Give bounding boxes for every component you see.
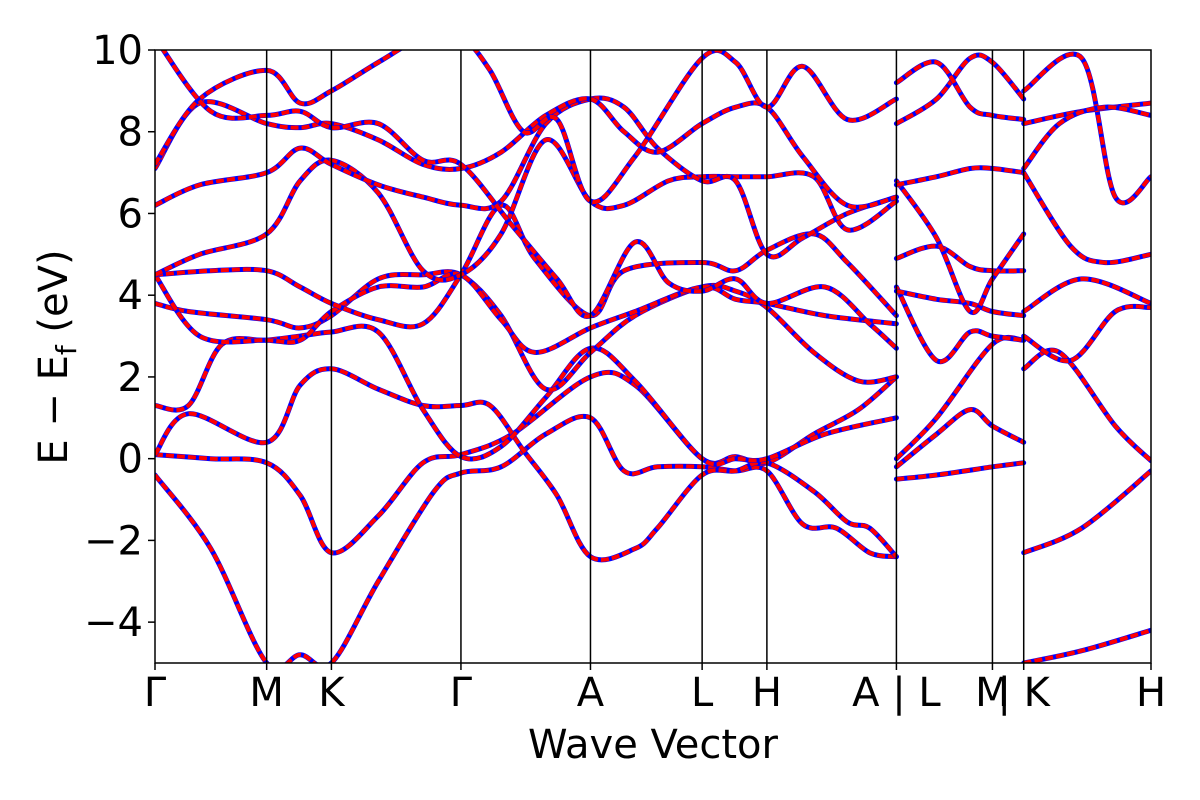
band-line-fit bbox=[895, 165, 1024, 187]
band-line-dft bbox=[1021, 303, 1151, 364]
band-lines bbox=[155, 50, 1151, 663]
band-line-fit bbox=[894, 335, 1024, 461]
band-line bbox=[893, 59, 1027, 122]
x-axis-title: Wave Vector bbox=[528, 722, 779, 768]
band-line-fit bbox=[895, 52, 1026, 126]
y-tick-label: 4 bbox=[118, 273, 143, 319]
x-tick-label: Γ bbox=[450, 670, 473, 716]
band-line-fit bbox=[1022, 304, 1151, 363]
y-axis-title: E − Ef (eV) bbox=[31, 249, 83, 464]
band-line-dft bbox=[893, 284, 1027, 365]
y-axis-ticks: −4 −2 0 2 4 6 8 10 bbox=[84, 28, 155, 646]
band-line bbox=[1021, 104, 1151, 171]
band-line bbox=[893, 284, 1027, 365]
band-line-dft bbox=[1021, 100, 1151, 127]
band-line bbox=[155, 413, 899, 663]
band-line-fit bbox=[1022, 276, 1151, 314]
band-line-fit bbox=[1023, 628, 1151, 663]
band-line bbox=[893, 407, 1027, 470]
band-line-fit bbox=[896, 460, 1024, 482]
x-tick-label: A | L bbox=[852, 670, 941, 716]
band-line-fit bbox=[894, 179, 1026, 315]
band-line-dft bbox=[893, 460, 1027, 482]
band-line-fit bbox=[1022, 348, 1151, 463]
x-tick-label: K bbox=[318, 670, 346, 716]
band-line bbox=[1021, 468, 1151, 556]
plot-frame bbox=[154, 49, 1152, 664]
band-line-dft bbox=[1021, 170, 1151, 266]
y-tick-label: 8 bbox=[118, 110, 143, 156]
band-line-dft bbox=[1021, 51, 1151, 206]
x-tick-label: | K bbox=[997, 670, 1051, 716]
band-line-fit bbox=[155, 414, 897, 663]
y-tick-label: 2 bbox=[118, 355, 143, 401]
y-tick-label: 10 bbox=[92, 28, 143, 74]
band-line bbox=[893, 288, 1027, 319]
x-tick-label: M bbox=[975, 670, 1010, 716]
band-line-fit bbox=[895, 407, 1025, 469]
band-line bbox=[1021, 100, 1151, 127]
band-line-dft bbox=[1021, 347, 1151, 464]
y-axis-title-main: E − E bbox=[31, 355, 77, 465]
band-line bbox=[155, 271, 899, 355]
x-tick-label: H bbox=[752, 670, 782, 716]
band-line bbox=[1021, 51, 1151, 206]
band-line-dft bbox=[1021, 104, 1151, 171]
band-line-fit bbox=[155, 366, 898, 562]
x-tick-label: L bbox=[691, 670, 714, 716]
y-tick-label: 6 bbox=[118, 191, 143, 237]
y-tick-label: −2 bbox=[84, 518, 143, 564]
band-line bbox=[893, 334, 1027, 462]
band-line-fit bbox=[1022, 52, 1151, 205]
band-line bbox=[893, 178, 1027, 316]
band-line-fit bbox=[1022, 469, 1151, 555]
band-line bbox=[893, 460, 1027, 482]
band-line bbox=[155, 269, 899, 393]
high-symmetry-lines bbox=[265, 50, 1025, 663]
band-line-fit bbox=[155, 269, 897, 392]
x-tick-label: H bbox=[1136, 670, 1166, 716]
y-axis-title-sub: f bbox=[50, 344, 83, 355]
band-line bbox=[1021, 347, 1151, 464]
band-line bbox=[1021, 170, 1151, 266]
band-line bbox=[893, 52, 1027, 127]
x-tick-label: A bbox=[577, 670, 605, 716]
y-axis-title-tail: (eV) bbox=[31, 249, 77, 345]
band-line-dft bbox=[1021, 468, 1151, 556]
band-line bbox=[1021, 303, 1151, 364]
band-line-fit bbox=[895, 59, 1024, 122]
band-line bbox=[1021, 276, 1151, 314]
band-line-fit bbox=[155, 271, 897, 355]
band-line bbox=[893, 243, 1027, 274]
band-line-fit bbox=[895, 244, 1024, 274]
x-tick-label: M bbox=[249, 670, 284, 716]
y-tick-label: 0 bbox=[118, 437, 143, 483]
band-line-fit bbox=[1022, 171, 1151, 265]
band-line bbox=[893, 165, 1027, 188]
band-line bbox=[1021, 627, 1151, 663]
band-line bbox=[155, 366, 899, 563]
band-line-fit bbox=[1022, 105, 1151, 170]
x-tick-label: Γ bbox=[144, 670, 167, 716]
band-line-fit bbox=[895, 289, 1024, 318]
y-tick-label: −4 bbox=[84, 600, 143, 646]
